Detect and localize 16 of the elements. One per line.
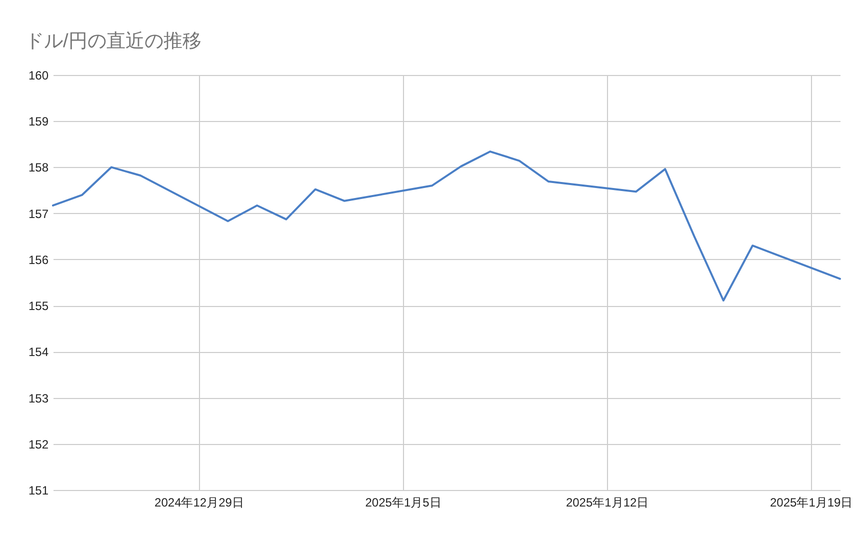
y-tick-label: 153	[28, 391, 49, 406]
y-tick-label: 156	[28, 252, 49, 267]
x-tick-label: 2024年12月29日	[154, 496, 244, 510]
y-tick-label: 160	[28, 68, 49, 82]
y-tick-label: 155	[28, 299, 49, 314]
y-tick-label: 158	[28, 160, 49, 175]
y-tick-label: 159	[28, 114, 49, 129]
x-tick-label: 2025年1月5日	[365, 496, 442, 510]
y-tick-label: 151	[28, 484, 49, 498]
chart-title: ドル/円の直近の推移	[25, 31, 202, 52]
y-tick-label: 157	[28, 206, 49, 221]
x-tick-label: 2025年1月12日	[566, 496, 649, 510]
y-tick-label: 154	[28, 345, 49, 360]
line-series	[52, 150, 841, 302]
x-tick-label: 2025年1月19日	[770, 496, 853, 510]
y-tick-label: 152	[28, 437, 49, 452]
